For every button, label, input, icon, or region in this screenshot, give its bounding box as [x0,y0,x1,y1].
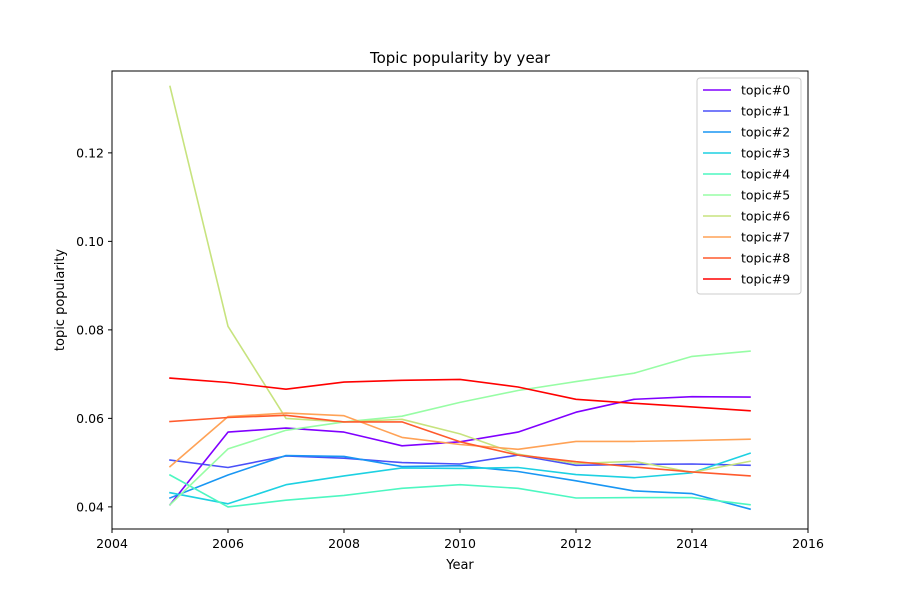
y-tick-label: 0.08 [76,322,104,337]
chart-title: Topic popularity by year [369,49,551,67]
legend-label: topic#8 [741,251,790,266]
x-tick-label: 2004 [96,536,128,551]
legend-label: topic#2 [741,125,790,140]
legend-label: topic#7 [741,230,790,245]
legend-label: topic#1 [741,104,790,119]
y-tick-label: 0.10 [76,234,104,249]
x-tick-label: 2006 [212,536,244,551]
x-axis-label: Year [445,558,474,573]
legend: topic#0 topic#1 topic#2 topic#3 topic#4 topic… [697,78,801,294]
y-tick-label: 0.06 [76,411,104,426]
y-tick-label: 0.04 [76,499,104,514]
x-tick-label: 2008 [328,536,360,551]
legend-label: topic#6 [741,209,790,224]
x-tick-label: 2012 [560,536,592,551]
legend-label: topic#3 [741,146,790,161]
legend-label: topic#4 [741,167,790,182]
legend-label: topic#5 [741,188,790,203]
legend-label: topic#0 [741,83,790,98]
legend-label: topic#9 [741,272,790,287]
y-axis-label: topic popularity [53,249,68,352]
x-tick-label: 2014 [676,536,708,551]
x-tick-label: 2010 [444,536,476,551]
x-tick-label: 2016 [792,536,824,551]
y-tick-label: 0.12 [76,145,104,160]
